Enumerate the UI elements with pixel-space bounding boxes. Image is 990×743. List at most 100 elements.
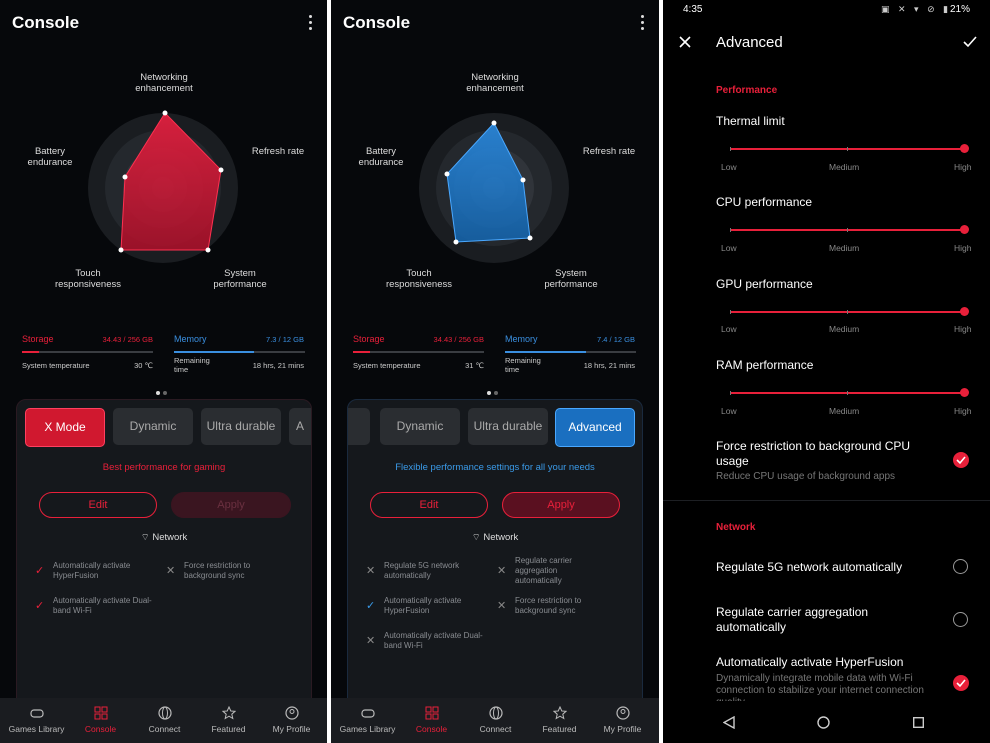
nav-connect[interactable]: Connect — [463, 704, 528, 734]
radar-point — [453, 239, 459, 245]
hyperfusion-checkbox[interactable] — [953, 675, 969, 691]
back-icon[interactable] — [723, 716, 735, 729]
nav-featured[interactable]: Featured — [527, 704, 592, 734]
hyperfusion-desc: Dynamically integrate mobile data with W… — [716, 673, 924, 701]
mode-card: X Mode Dynamic Ultra durable A Best perf… — [16, 399, 312, 711]
home-icon[interactable] — [817, 716, 830, 729]
storage-bar — [353, 351, 484, 353]
regulate-5g-radio[interactable] — [953, 559, 968, 574]
network-heading: ⌔ Network — [348, 532, 642, 543]
section-divider — [663, 500, 990, 501]
slider-knob[interactable] — [960, 225, 969, 234]
slider-tick — [730, 391, 731, 395]
star-icon — [552, 706, 567, 720]
slider-knob[interactable] — [960, 144, 969, 153]
radar-label-refresh: Refresh rate — [582, 146, 636, 157]
memory-label: Memory — [505, 334, 538, 344]
apply-button[interactable]: Apply — [502, 492, 620, 518]
memory-fill — [174, 351, 254, 353]
thermal-limit-label: Thermal limit — [716, 114, 785, 128]
status-icons: ▣ ✕ ▾ ⊘ ▮ — [881, 4, 952, 14]
cross-icon: ✕ — [497, 565, 507, 577]
nav-label: Featured — [211, 724, 246, 734]
mode-tab-ultra-durable[interactable]: Ultra durable — [201, 408, 281, 445]
regulate-5g-label[interactable]: Regulate 5G network automatically — [716, 560, 903, 574]
hyperfusion-label[interactable]: Automatically activate HyperFusion — [716, 655, 904, 669]
slider-knob[interactable] — [960, 388, 969, 397]
mode-card: Dynamic Ultra durable Advanced Flexible … — [347, 399, 643, 711]
nav-label: Featured — [542, 724, 577, 734]
radar-shape — [120, 112, 222, 251]
mode-tagline: Flexible performance settings for all yo… — [395, 462, 595, 473]
radar-point — [162, 110, 168, 116]
confirm-check-icon[interactable] — [963, 36, 977, 48]
nav-games-library[interactable]: Games Library — [335, 704, 400, 734]
radar-point — [218, 167, 224, 173]
radar-point — [527, 235, 533, 241]
radar-point — [444, 171, 450, 177]
recents-icon[interactable] — [913, 717, 924, 728]
wifi-icon: ⌔ — [471, 532, 484, 543]
cpu-performance-label: CPU performance — [716, 195, 813, 209]
mode-tab-ultra-durable[interactable]: Ultra durable — [468, 408, 548, 445]
bottom-navigation: Games Library Console Connect Featured M… — [331, 698, 659, 743]
slider-knob[interactable] — [960, 307, 969, 316]
mode-tab-xmode[interactable]: X Mode — [25, 408, 105, 447]
feature-dual-band: Automatically activate Dual-band Wi-Fi — [384, 631, 483, 650]
page-title: Console — [343, 13, 411, 32]
apply-button[interactable]: Apply — [171, 492, 291, 518]
memory-fill — [505, 351, 587, 353]
memory-value: 7.4 / 12 GB — [597, 335, 635, 344]
performance-header: Performance — [716, 85, 778, 96]
profile-icon — [284, 706, 299, 720]
nav-featured[interactable]: Featured — [196, 704, 261, 734]
nav-games-library[interactable]: Games Library — [4, 704, 69, 734]
star-icon — [221, 706, 236, 720]
feature-carrier-aggregation: Regulate carrier aggregation automatical… — [515, 556, 572, 585]
globe-icon — [157, 706, 172, 720]
nav-connect[interactable]: Connect — [132, 704, 197, 734]
memory-label: Memory — [174, 334, 207, 344]
remaining-value: 18 hrs, 21 mins — [583, 361, 635, 370]
mode-tab-dynamic[interactable]: Dynamic — [380, 408, 460, 445]
globe-icon — [488, 706, 503, 720]
mode-tab-advanced[interactable]: Advanced — [555, 408, 635, 447]
force-cpu-restriction-checkbox[interactable] — [953, 452, 969, 468]
carrier-aggregation-label[interactable]: Regulate carrier aggregation automatical… — [716, 605, 869, 634]
battery-percent: 21% — [950, 4, 971, 15]
storage-fill — [353, 351, 371, 353]
more-options-icon[interactable] — [641, 15, 645, 31]
temp-label: System temperature — [353, 361, 421, 370]
more-options-icon[interactable] — [309, 15, 313, 31]
close-icon[interactable] — [679, 36, 691, 48]
radar-label-system: System performance — [213, 268, 267, 290]
nav-label: My Profile — [603, 724, 642, 734]
force-cpu-restriction-label[interactable]: Force restriction to background CPU usag… — [716, 439, 911, 468]
nav-console[interactable]: Console — [68, 704, 133, 734]
slider-tick — [730, 310, 731, 314]
slider-tick — [847, 391, 848, 395]
nav-label: Console — [415, 724, 448, 734]
slider-medium: Medium — [829, 324, 860, 334]
nav-label: Connect — [479, 724, 512, 734]
nav-console[interactable]: Console — [399, 704, 464, 734]
check-icon — [956, 456, 966, 465]
radar-label-networking: Networking enhancement — [135, 72, 193, 94]
page-title: Advanced — [716, 34, 783, 51]
storage-bar — [22, 351, 153, 353]
mode-tab-dynamic[interactable]: Dynamic — [113, 408, 193, 445]
edit-button[interactable]: Edit — [370, 492, 488, 518]
nav-my-profile[interactable]: My Profile — [259, 704, 324, 734]
gpu-performance-label: GPU performance — [716, 277, 813, 291]
mode-tab-advanced[interactable]: A — [289, 408, 311, 445]
edit-button[interactable]: Edit — [39, 492, 157, 518]
console-grid-icon — [94, 706, 107, 720]
mode-tab-xmode[interactable] — [348, 408, 370, 445]
ram-performance-label: RAM performance — [716, 358, 814, 372]
nav-my-profile[interactable]: My Profile — [590, 704, 655, 734]
nav-label: Games Library — [8, 724, 65, 734]
system-navigation-bar — [663, 701, 990, 743]
carrier-aggregation-radio[interactable] — [953, 612, 968, 627]
radar-shape — [446, 122, 531, 243]
slider-tick — [847, 310, 848, 314]
